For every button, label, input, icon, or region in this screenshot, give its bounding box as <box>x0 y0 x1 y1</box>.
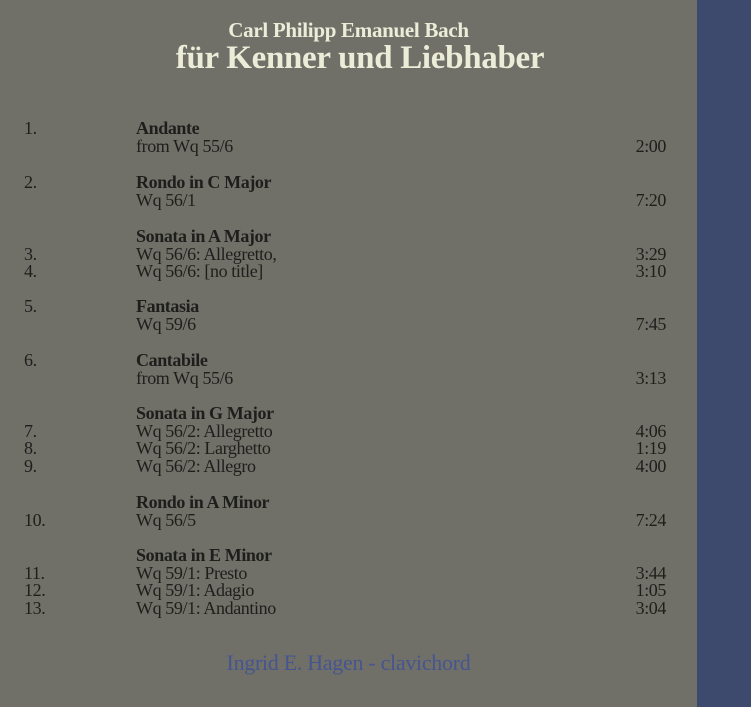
track-duration: 3:29 <box>635 243 667 264</box>
track-title: Wq 56/2: Allegro <box>136 456 256 477</box>
work-title: Rondo in C Major <box>136 172 272 192</box>
work-title: Sonata in E Minor <box>136 545 272 565</box>
track-row: from Wq 55/6 2:00 <box>0 135 697 156</box>
group-heading-row: Sonata in G Major <box>0 403 697 423</box>
track-duration: 4:06 <box>635 420 667 441</box>
track-duration: 1:19 <box>635 438 667 459</box>
side-band <box>697 0 751 707</box>
track-number: 4. <box>24 261 37 282</box>
track-number: 12. <box>24 580 46 601</box>
track-row: Wq 59/6 7:45 <box>0 313 697 334</box>
track-title: Wq 59/1: Presto <box>136 562 247 583</box>
track-group: Sonata in A Major 3. Wq 56/6: Allegretto, 3… <box>0 226 697 281</box>
work-title: Rondo in A Minor <box>136 492 270 512</box>
performer-credit: Ingrid E. Hagen - clavichord <box>226 650 471 675</box>
track-duration: 3:44 <box>635 562 667 583</box>
track-row: 9. Wq 56/2: Allegro 4:00 <box>0 456 697 477</box>
album-title: für Kenner und Liebhaber <box>175 40 545 76</box>
group-heading-row: 1. Andante <box>0 118 697 138</box>
track-number: 8. <box>24 438 37 459</box>
track-number: 13. <box>24 598 46 619</box>
track-duration: 2:00 <box>635 135 667 156</box>
track-row: 12. Wq 59/1: Adagio 1:05 <box>0 582 697 600</box>
track-duration: 3:10 <box>635 261 667 282</box>
track-group: 1. Andante from Wq 55/6 2:00 <box>0 118 697 156</box>
group-heading-row: Sonata in A Major <box>0 226 697 246</box>
work-title: Cantabile <box>136 350 208 370</box>
track-number: 3. <box>24 243 37 264</box>
track-row: from Wq 55/6 3:13 <box>0 367 697 388</box>
group-heading-row: 2. Rondo in C Major <box>0 172 697 192</box>
work-title: Sonata in G Major <box>136 403 274 423</box>
track-row: Wq 56/1 7:20 <box>0 189 697 210</box>
track-duration: 4:00 <box>635 456 667 477</box>
track-number: 11. <box>24 562 45 583</box>
track-title: Wq 56/5 <box>136 509 196 530</box>
track-title: from Wq 55/6 <box>136 135 233 156</box>
track-title: Wq 56/1 <box>136 189 196 210</box>
track-row: 7. Wq 56/2: Allegretto 4:06 <box>0 420 697 441</box>
track-number: 7. <box>24 420 37 441</box>
track-title: Wq 56/6: [no title] <box>136 261 263 282</box>
group-heading-row: 6. Cantabile <box>0 350 697 370</box>
track-number: 1. <box>24 118 37 138</box>
track-title: Wq 59/1: Andantino <box>136 598 276 619</box>
track-duration: 1:05 <box>635 580 667 601</box>
track-group: Sonata in E Minor 11. Wq 59/1: Presto 3:44 1… <box>0 545 697 619</box>
track-group: 5. Fantasia Wq 59/6 7:45 <box>0 296 697 334</box>
track-title: Wq 59/6 <box>136 313 196 334</box>
track-row: 4. Wq 56/6: [no title] 3:10 <box>0 263 697 281</box>
group-heading-row: 5. Fantasia <box>0 296 697 316</box>
track-row: 13. Wq 59/1: Andantino 3:04 <box>0 598 697 619</box>
track-duration: 7:45 <box>635 313 667 334</box>
track-group: 2. Rondo in C Major Wq 56/1 7:20 <box>0 172 697 210</box>
track-number: 10. <box>24 509 46 530</box>
track-group: 6. Cantabile from Wq 55/6 3:13 <box>0 350 697 388</box>
work-title: Sonata in A Major <box>136 226 271 246</box>
track-row: 10. Wq 56/5 7:24 <box>0 509 697 530</box>
track-group: Rondo in A Minor 10. Wq 56/5 7:24 <box>0 492 697 530</box>
track-duration: 3:13 <box>635 367 667 388</box>
work-title: Fantasia <box>136 296 199 316</box>
track-number: 5. <box>24 296 37 316</box>
track-row: 8. Wq 56/2: Larghetto 1:19 <box>0 440 697 458</box>
track-number: 6. <box>24 350 37 370</box>
track-duration: 3:04 <box>635 598 667 619</box>
work-title: Andante <box>136 118 200 138</box>
track-duration: 7:20 <box>635 189 667 210</box>
track-number: 2. <box>24 172 37 192</box>
track-title: Wq 56/6: Allegretto, <box>136 243 277 264</box>
track-title: from Wq 55/6 <box>136 367 233 388</box>
track-group: Sonata in G Major 7. Wq 56/2: Allegretto 4:… <box>0 403 697 477</box>
track-number: 9. <box>24 456 37 477</box>
group-heading-row: Sonata in E Minor <box>0 545 697 565</box>
track-row: 11. Wq 59/1: Presto 3:44 <box>0 562 697 583</box>
track-title: Wq 56/2: Allegretto <box>136 420 273 441</box>
track-row: 3. Wq 56/6: Allegretto, 3:29 <box>0 243 697 264</box>
group-heading-row: Rondo in A Minor <box>0 492 697 512</box>
track-duration: 7:24 <box>635 509 667 530</box>
composer-name: Carl Philipp Emanuel Bach <box>228 18 469 42</box>
track-title: Wq 56/2: Larghetto <box>136 438 271 459</box>
track-title: Wq 59/1: Adagio <box>136 580 254 601</box>
